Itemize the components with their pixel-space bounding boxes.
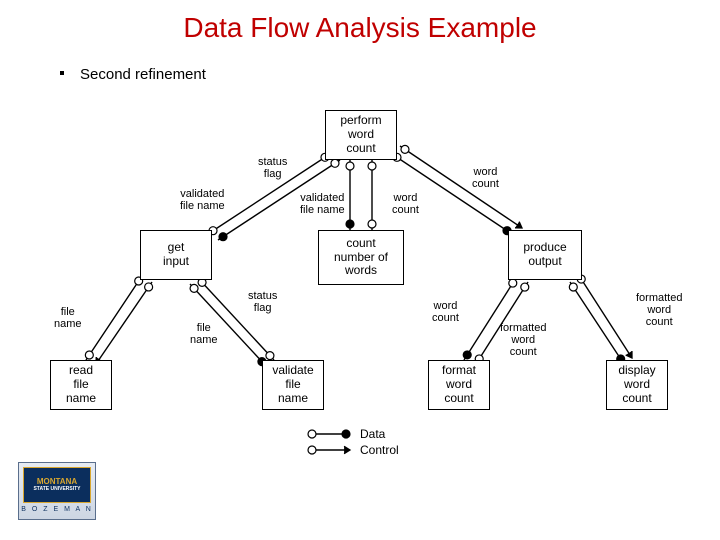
node-countnum: count number of words — [318, 230, 404, 285]
page-title: Data Flow Analysis Example — [0, 12, 720, 44]
node-validate: validate file name — [262, 360, 324, 410]
logo-banner: MONTANA STATE UNIVERSITY — [23, 467, 91, 503]
bullet-item: Second refinement — [60, 66, 206, 83]
node-format: format word count — [428, 360, 490, 410]
dataflow-diagram: status flagvalidated file namevalidated … — [30, 100, 690, 460]
montana-state-logo: MONTANA STATE UNIVERSITY B O Z E M A N — [18, 462, 96, 520]
node-read: read file name — [50, 360, 112, 410]
node-getinput: get input — [140, 230, 212, 280]
bullet-icon — [60, 71, 64, 75]
node-perform: perform word count — [325, 110, 397, 160]
logo-line2: STATE UNIVERSITY — [33, 487, 80, 493]
node-display: display word count — [606, 360, 668, 410]
logo-sub: B O Z E M A N — [19, 506, 95, 513]
node-produce: produce output — [508, 230, 582, 280]
bullet-text: Second refinement — [80, 66, 206, 83]
